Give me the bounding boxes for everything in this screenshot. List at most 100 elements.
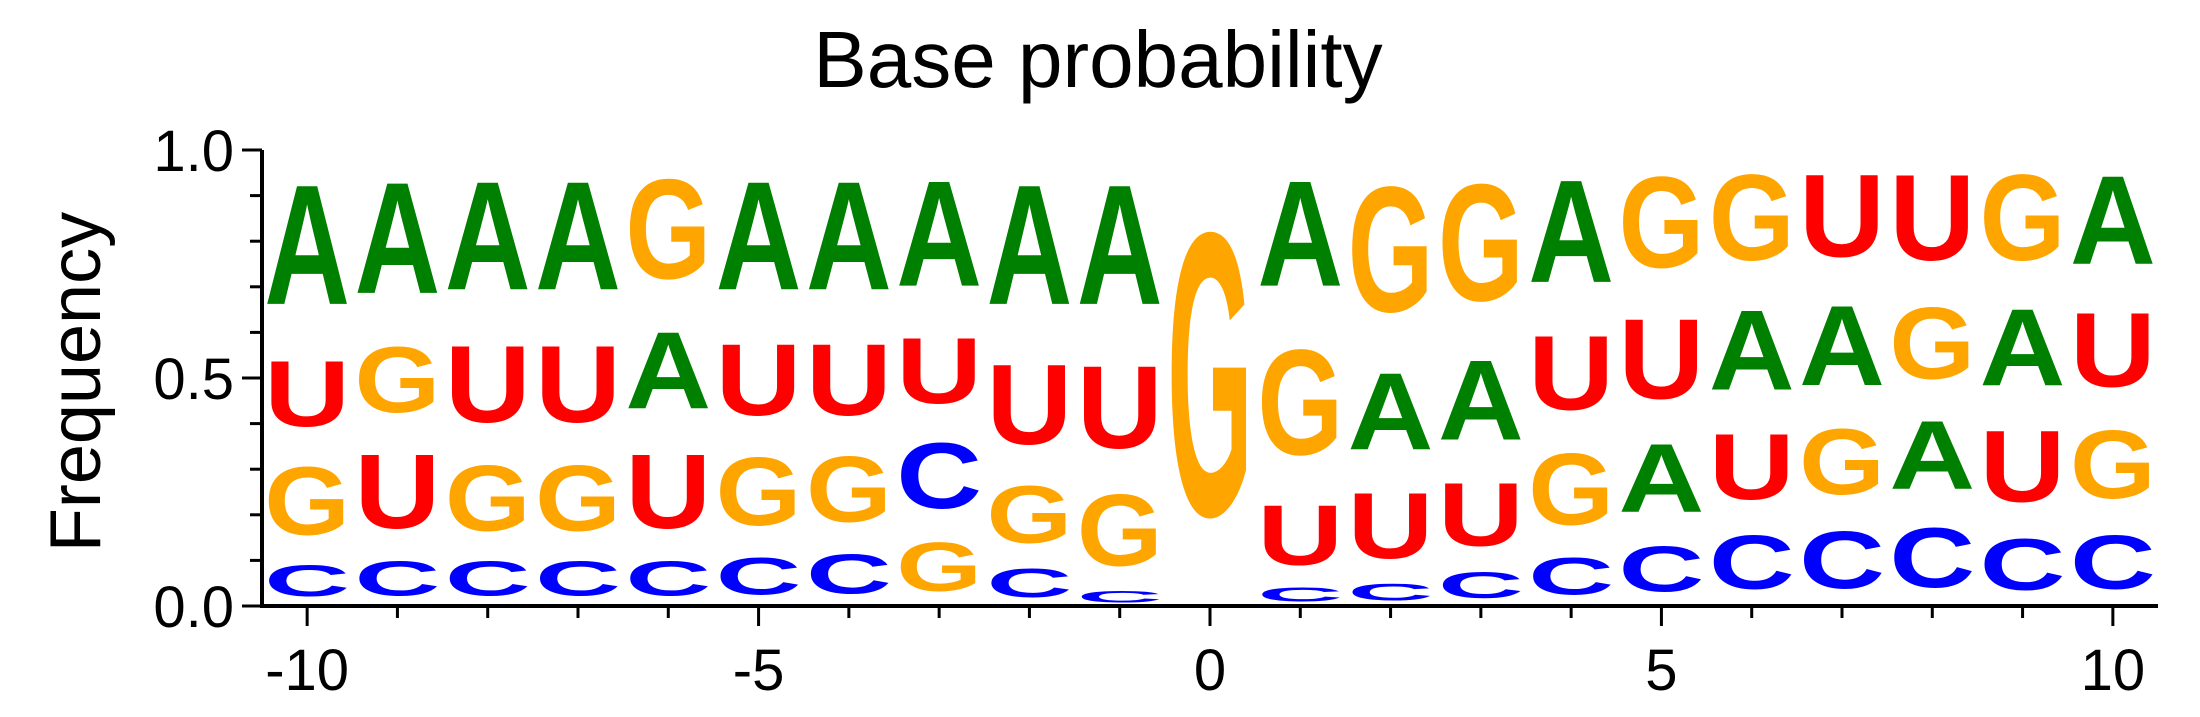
logo-column: CG bbox=[1167, 148, 1253, 606]
logo-letter-G: G bbox=[1257, 318, 1343, 486]
x-tick-label: 5 bbox=[1645, 638, 1677, 703]
x-tick-label: -5 bbox=[733, 638, 785, 703]
y-axis-label: Frequency bbox=[36, 212, 116, 552]
logo-stacks: CGUACUGACGUACGUACUAGCGUACGUAGCUACGUACGUA… bbox=[264, 148, 2155, 607]
logo-letter-U: U bbox=[1619, 296, 1705, 423]
logo-letter-A: A bbox=[987, 151, 1073, 341]
logo-letter-A: A bbox=[1077, 151, 1163, 341]
logo-letter-A: A bbox=[1889, 402, 1975, 511]
logo-letter-U: U bbox=[1528, 313, 1614, 432]
logo-letter-C: C bbox=[1348, 579, 1434, 606]
logo-letter-C: C bbox=[1980, 524, 2066, 606]
y-tick-label: 1.0 bbox=[153, 119, 234, 184]
logo-letter-A: A bbox=[1980, 287, 2066, 410]
logo-letter-G: G bbox=[1348, 149, 1434, 350]
logo-letter-G: G bbox=[1528, 433, 1614, 546]
logo-letter-G: G bbox=[445, 446, 531, 551]
logo-letter-G: G bbox=[1167, 148, 1253, 601]
logo-letter-G: G bbox=[1438, 149, 1524, 335]
chart-title: Base probability bbox=[813, 15, 1382, 104]
logo-letter-A: A bbox=[355, 149, 441, 327]
logo-letter-G: G bbox=[896, 528, 982, 605]
logo-letter-A: A bbox=[2070, 149, 2156, 290]
logo-letter-G: G bbox=[1889, 287, 1975, 400]
logo-letter-U: U bbox=[1438, 465, 1524, 565]
logo-letter-C: C bbox=[1709, 520, 1795, 606]
logo-letter-U: U bbox=[625, 432, 711, 551]
logo-letter-C: C bbox=[987, 560, 1073, 605]
logo-letter-G: G bbox=[2070, 411, 2156, 520]
logo-letter-C: C bbox=[896, 423, 982, 528]
logo-letter-U: U bbox=[806, 324, 892, 437]
logo-letter-U: U bbox=[716, 324, 802, 437]
logo-letter-U: U bbox=[1257, 487, 1343, 583]
logo-letter-A: A bbox=[264, 151, 350, 341]
logo-letter-C: C bbox=[1528, 547, 1614, 606]
logo-letter-C: C bbox=[445, 552, 531, 606]
logo-letter-A: A bbox=[535, 150, 621, 323]
logo-letter-G: G bbox=[264, 447, 350, 556]
logo-letter-A: A bbox=[1709, 287, 1795, 414]
logo-letter-U: U bbox=[987, 341, 1073, 468]
logo-letter-U: U bbox=[445, 323, 531, 446]
logo-letter-C: C bbox=[1619, 533, 1705, 606]
logo-letter-G: G bbox=[1077, 474, 1163, 587]
logo-letter-U: U bbox=[1709, 414, 1795, 519]
x-tick-label: 0 bbox=[1194, 638, 1226, 703]
logo-letter-A: A bbox=[445, 150, 531, 323]
logo-letter-C: C bbox=[2070, 520, 2156, 606]
logo-letter-C: C bbox=[1438, 565, 1524, 606]
logo-letter-C: C bbox=[716, 547, 802, 606]
logo-letter-G: G bbox=[625, 150, 711, 309]
logo-letter-C: C bbox=[625, 552, 711, 606]
y-tick-label: 0.0 bbox=[153, 575, 234, 640]
logo-letter-U: U bbox=[1799, 151, 1885, 283]
logo-letter-G: G bbox=[716, 438, 802, 547]
logo-letter-G: G bbox=[806, 436, 892, 541]
x-tick-label: -10 bbox=[265, 638, 349, 703]
logo-letter-C: C bbox=[1077, 588, 1163, 606]
logo-letter-A: A bbox=[896, 149, 982, 318]
logo-letter-G: G bbox=[1799, 409, 1885, 514]
logo-letter-U: U bbox=[1077, 342, 1163, 474]
logo-letter-U: U bbox=[2070, 291, 2156, 410]
logo-letter-A: A bbox=[806, 150, 892, 323]
logo-letter-A: A bbox=[1619, 424, 1705, 533]
axes: 0.0 0.5 1.0 -10 -5 0 5 10 bbox=[153, 119, 2158, 703]
logo-letter-A: A bbox=[625, 310, 711, 433]
logo-letter-A: A bbox=[1438, 337, 1524, 464]
logo-letter-C: C bbox=[264, 556, 350, 606]
logo-letter-U: U bbox=[264, 341, 350, 446]
logo-letter-U: U bbox=[355, 432, 441, 551]
logo-letter-G: G bbox=[1980, 150, 2066, 286]
logo-letter-A: A bbox=[1799, 282, 1885, 409]
logo-letter-C: C bbox=[1799, 515, 1885, 606]
logo-letter-U: U bbox=[896, 318, 982, 423]
logo-letter-U: U bbox=[535, 323, 621, 446]
logo-letter-A: A bbox=[1348, 351, 1434, 474]
y-tick-label: 0.5 bbox=[153, 347, 234, 412]
logo-letter-G: G bbox=[987, 469, 1073, 561]
logo-letter-A: A bbox=[716, 150, 802, 323]
logo-letter-G: G bbox=[535, 446, 621, 551]
x-tick-label: 10 bbox=[2081, 638, 2146, 703]
logo-letter-C: C bbox=[806, 542, 892, 606]
logo-letter-G: G bbox=[1619, 150, 1705, 296]
